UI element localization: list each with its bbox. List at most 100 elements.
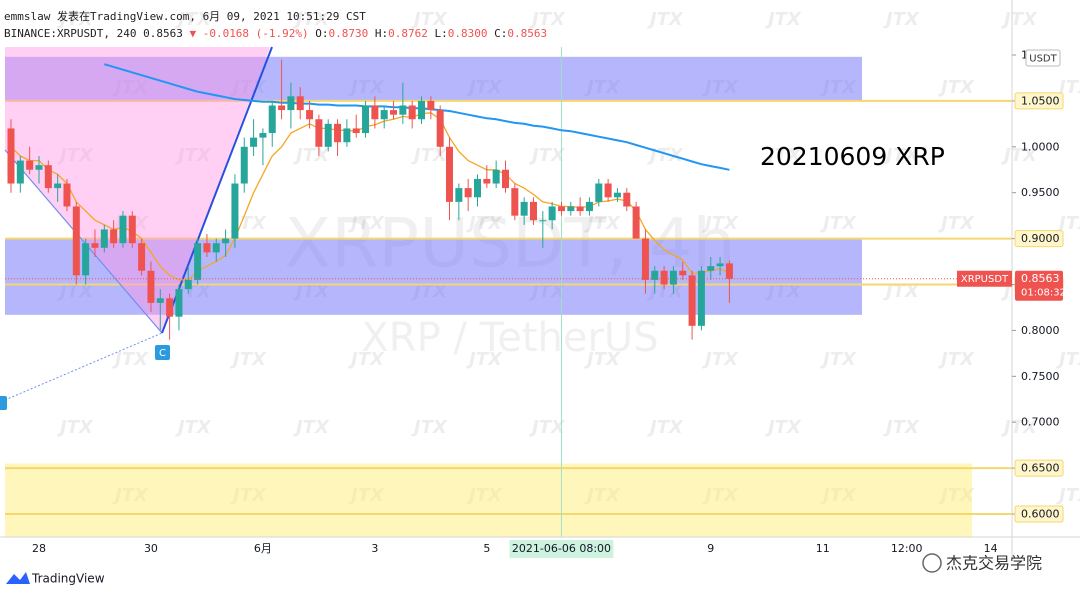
- candle-body: [529, 201, 537, 221]
- candle-body: [240, 146, 248, 184]
- brand-watermark: JTX: [175, 9, 212, 30]
- pattern-point-box: [0, 396, 7, 410]
- brand-watermark: JTX: [112, 349, 149, 370]
- brand-watermark: JTX: [57, 9, 94, 30]
- brand-watermark: JTX: [529, 145, 566, 166]
- candle-body: [268, 105, 276, 134]
- pattern-point-box: [155, 345, 170, 360]
- brand-watermark: JTX: [293, 9, 330, 30]
- brand-watermark: JTX: [647, 9, 684, 30]
- brand-watermark: JTX: [820, 213, 857, 234]
- candle-body: [707, 266, 715, 271]
- candle-body: [697, 270, 705, 326]
- x-tick-label: 28: [32, 542, 46, 555]
- candle-body: [203, 243, 211, 253]
- candle-body: [623, 192, 631, 207]
- crosshair-label-box: [509, 540, 614, 558]
- candle-body: [492, 169, 500, 184]
- candle-body: [688, 275, 696, 326]
- brand-logo: [6, 572, 30, 584]
- currency: USDT: [1029, 54, 1057, 65]
- brand-watermark: JTX: [1001, 417, 1038, 438]
- y-tick-label: 1.0500: [1021, 94, 1060, 107]
- x-tick-label: 6月: [254, 542, 272, 555]
- x-tick-label: 9: [707, 542, 714, 555]
- x-tick-label: 14: [984, 542, 998, 555]
- candle-body: [222, 238, 230, 244]
- brand-watermark: JTX: [1001, 9, 1038, 30]
- candle-body: [334, 123, 342, 143]
- candle-body: [184, 279, 192, 290]
- pattern-leg: [4, 332, 163, 401]
- candle-body: [156, 298, 164, 303]
- candle-body: [54, 183, 62, 189]
- candle-body: [399, 105, 407, 115]
- candle-body: [352, 128, 360, 134]
- footer: TradingView 杰克交易学院: [6, 553, 1042, 586]
- header-line: emmslaw 发表在TradingView.com, 6月 09, 2021 …: [4, 9, 366, 23]
- candle-body: [100, 229, 108, 248]
- candle-body: [455, 188, 463, 202]
- candle-body: [474, 178, 481, 198]
- candle-body: [16, 160, 24, 184]
- y-tick-label: 0.7000: [1021, 416, 1060, 429]
- candle-body: [464, 188, 472, 198]
- price-tag-name-box: [957, 270, 1012, 287]
- candle-body: [660, 270, 668, 285]
- countdown: 01:08:32: [1021, 288, 1066, 299]
- candle-body: [296, 96, 304, 111]
- candle-body: [82, 243, 90, 276]
- candle-body: [548, 206, 556, 221]
- candle-body: [418, 100, 426, 120]
- ohlc-label: L:: [435, 27, 448, 40]
- price-zone: [5, 463, 972, 537]
- ohlc-value: 0.8300: [448, 27, 488, 40]
- description-watermark: XRP / TetherUS: [361, 315, 658, 361]
- brand-watermark: JTX: [765, 145, 802, 166]
- candle-body: [641, 238, 649, 280]
- candle-body: [595, 183, 603, 202]
- candle-body: [7, 128, 15, 184]
- candle-body: [231, 183, 239, 239]
- change: ▼ -0.0168 (-1.92%): [189, 27, 308, 40]
- level-label-box: [1014, 505, 1064, 523]
- candle-body: [632, 206, 640, 239]
- candle-body: [539, 220, 547, 222]
- brand-watermark: JTX: [584, 349, 621, 370]
- candle-body: [716, 263, 724, 267]
- brand-watermark: JTX: [348, 349, 385, 370]
- ohlc-value: 0.8762: [388, 27, 428, 40]
- pattern-leg: [161, 46, 273, 334]
- candle-body: [278, 105, 286, 111]
- brand-watermark: JTX: [411, 417, 448, 438]
- symbol: BINANCE:XRPUSDT, 240: [4, 27, 136, 40]
- brand-watermark: JTX: [529, 417, 566, 438]
- candle-body: [175, 289, 183, 317]
- brand-watermark: JTX: [647, 145, 684, 166]
- candle-body: [585, 201, 593, 212]
- candle-body: [576, 206, 584, 212]
- y-tick-label: 0.6000: [1021, 508, 1060, 521]
- moving-average: [104, 63, 730, 171]
- brand-watermark: JTX: [1056, 349, 1080, 370]
- candle-body: [212, 243, 220, 253]
- price: 0.8563: [143, 27, 183, 40]
- candle-body: [567, 206, 575, 212]
- ohlc-label: C:: [494, 27, 507, 40]
- candle-body: [408, 105, 416, 120]
- brand-watermark: JTX: [411, 145, 448, 166]
- x-tick-label: 30: [144, 542, 158, 555]
- candle-body: [520, 201, 528, 216]
- brand-watermark: JTX: [938, 213, 975, 234]
- brand-watermark: JTX: [175, 145, 212, 166]
- header-quote: BINANCE:XRPUSDT, 240 0.8563 ▼ -0.0168 (-…: [4, 27, 547, 40]
- candle-body: [128, 215, 136, 244]
- candle-body: [315, 119, 323, 147]
- annotation: 20210609 XRP: [760, 142, 945, 171]
- candle-body: [63, 183, 71, 207]
- candle-body: [371, 105, 379, 120]
- brand: TradingView: [31, 572, 105, 586]
- candle-body: [119, 215, 127, 244]
- level-label-box: [1014, 230, 1064, 248]
- brand-watermark: JTX: [883, 9, 920, 30]
